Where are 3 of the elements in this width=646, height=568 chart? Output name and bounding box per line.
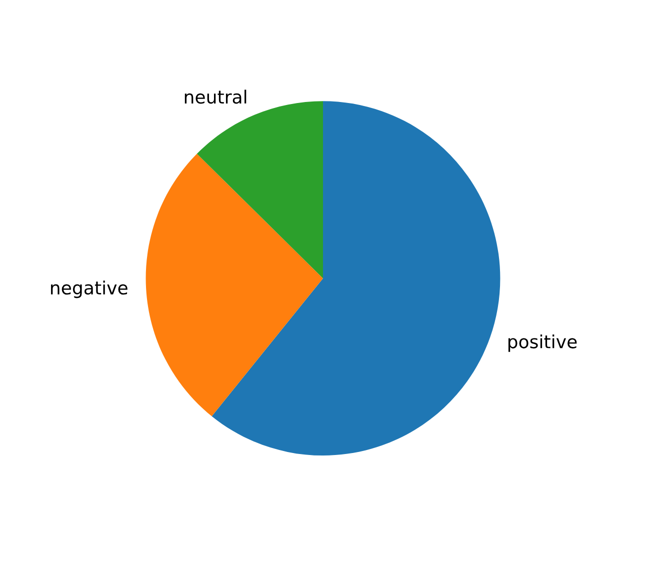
- slice-label: neutral: [184, 90, 246, 104]
- slice-label: negative: [51, 280, 128, 298]
- slice-label: positive: [508, 334, 577, 352]
